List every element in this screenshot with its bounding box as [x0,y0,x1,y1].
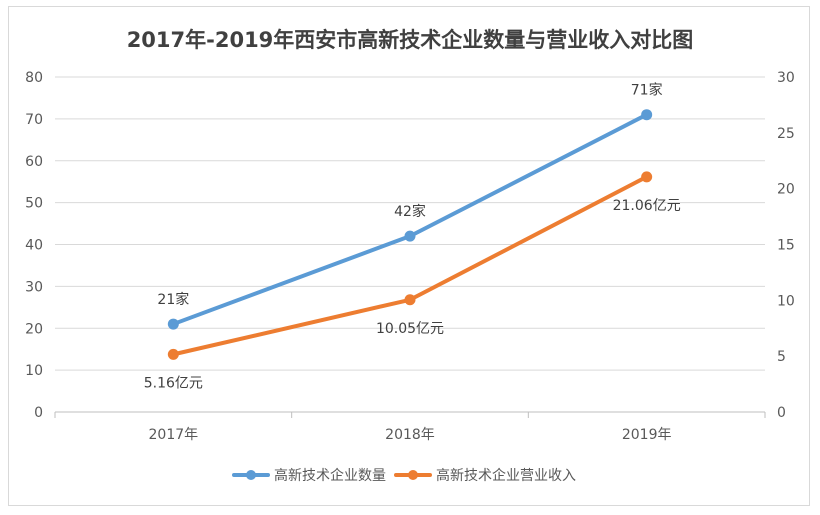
data-point [404,294,416,306]
data-point [167,318,179,330]
data-label: 42家 [394,203,426,220]
data-point [404,230,416,242]
left-tick-label: 60 [25,154,43,170]
left-tick-label: 0 [34,405,43,421]
data-label: 5.16亿元 [144,375,203,391]
x-tick-label: 2017年 [149,427,199,443]
left-axis-ticks: 0 10 20 30 40 50 60 70 80 [25,70,43,421]
legend-marker [246,470,256,480]
legend-item-1: 高新技术企业营业收入 [394,467,576,484]
right-tick-label: 25 [777,126,795,142]
data-label: 21家 [157,291,189,308]
data-label: 10.05亿元 [376,321,444,337]
legend-item-0: 高新技术企业数量 [232,467,386,484]
data-point [641,171,653,183]
data-point [167,348,179,360]
left-tick-label: 50 [25,196,43,212]
left-tick-label: 80 [25,70,43,86]
left-tick-label: 40 [25,238,43,254]
data-label: 21.06亿元 [613,198,681,214]
right-tick-label: 5 [777,349,786,365]
left-tick-label: 10 [25,363,43,379]
series-layer: 21家 42家 71家 5.16亿元 10.05亿元 21.06亿元 [144,82,681,392]
x-tick-label: 2018年 [385,427,435,443]
right-tick-label: 15 [777,238,795,254]
gridlines [55,76,765,413]
legend-label: 高新技术企业营业收入 [436,467,576,484]
left-tick-label: 70 [25,112,43,128]
data-label: 71家 [631,82,663,99]
x-tick-label: 2019年 [622,427,672,443]
right-axis-ticks: 0 5 10 15 20 25 30 [777,70,795,421]
left-tick-label: 30 [25,279,43,295]
right-tick-label: 20 [777,182,795,198]
data-point [641,109,653,121]
legend: 高新技术企业数量 高新技术企业营业收入 [232,467,576,484]
left-tick-label: 20 [25,321,43,337]
right-tick-label: 30 [777,70,795,86]
x-axis-ticks: 2017年 2018年 2019年 [54,412,766,443]
chart-title: 2017年-2019年西安市高新技术企业数量与营业收入对比图 [127,28,694,52]
right-tick-label: 0 [777,405,786,421]
chart-frame [8,6,810,506]
right-tick-label: 10 [777,293,795,309]
legend-marker [408,470,418,480]
legend-label: 高新技术企业数量 [274,467,386,484]
